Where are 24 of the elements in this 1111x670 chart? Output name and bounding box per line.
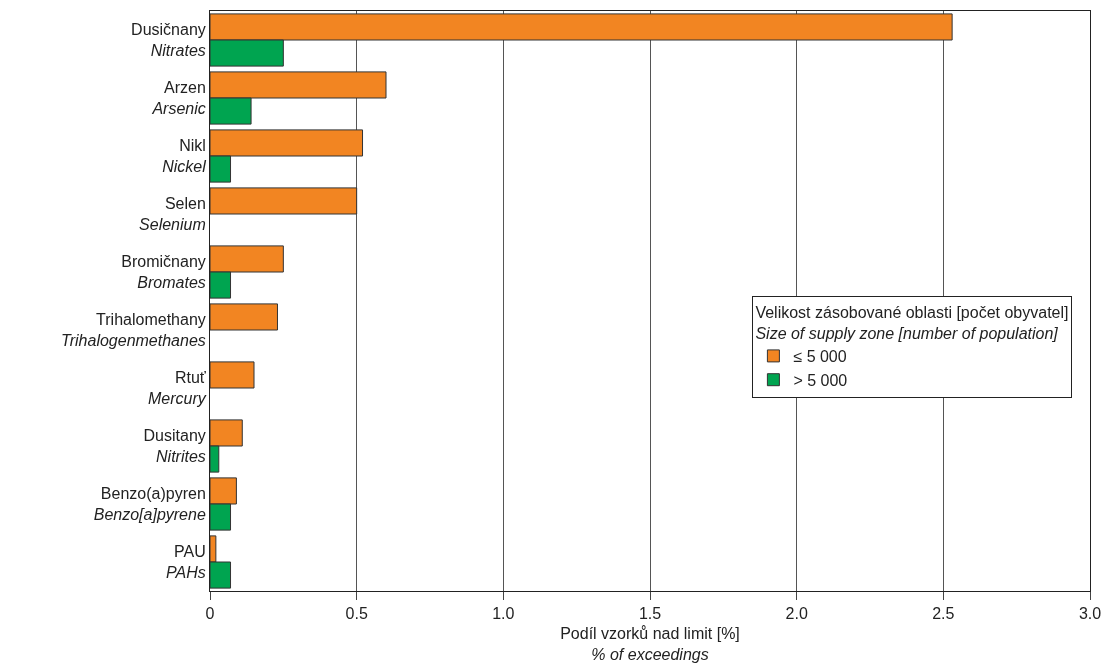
x-axis-title: Podíl vzorků nad limit [%] % of exceedings	[560, 624, 740, 663]
y-tick-label: Benzo(a)pyren Benzo[a]pyrene	[93, 485, 206, 523]
y-tick-label: PAU PAHs	[166, 543, 206, 581]
x-tick-label: 0.5	[345, 605, 368, 623]
y-tick-label: Arzen Arsenic	[151, 79, 206, 117]
x-tick-label: 3.0	[1078, 605, 1102, 623]
x-tick-label: 1.5	[638, 605, 662, 623]
legend-label: > 5 000	[793, 371, 848, 389]
y-tick-label: Dusičnany Nitrates	[131, 21, 206, 59]
y-tick-label: Rtuť Mercury	[148, 369, 207, 407]
y-tick-label: Bromičnany Bromates	[121, 253, 206, 291]
bar	[210, 361, 255, 389]
legend-label: ≤ 5 000	[793, 348, 847, 366]
x-tick-label: 2.0	[785, 605, 808, 623]
y-tick-label: Selen Selenium	[139, 195, 206, 233]
y-tick-label: Nikl Nickel	[162, 137, 207, 175]
x-tick-label: 1.0	[492, 605, 515, 623]
legend-title: Velikost zásobované oblasti [počet obyvatel] Size of supply zone [number of population]	[755, 304, 1069, 342]
y-tick-label: Trihalomethany Trihalogenmethanes	[61, 311, 206, 349]
bar	[210, 303, 278, 331]
x-tick-label: 2.5	[932, 605, 955, 623]
x-tick-label: 0	[205, 605, 215, 623]
bar	[210, 187, 358, 215]
y-tick-label: Dusitany Nitrites	[143, 427, 206, 465]
